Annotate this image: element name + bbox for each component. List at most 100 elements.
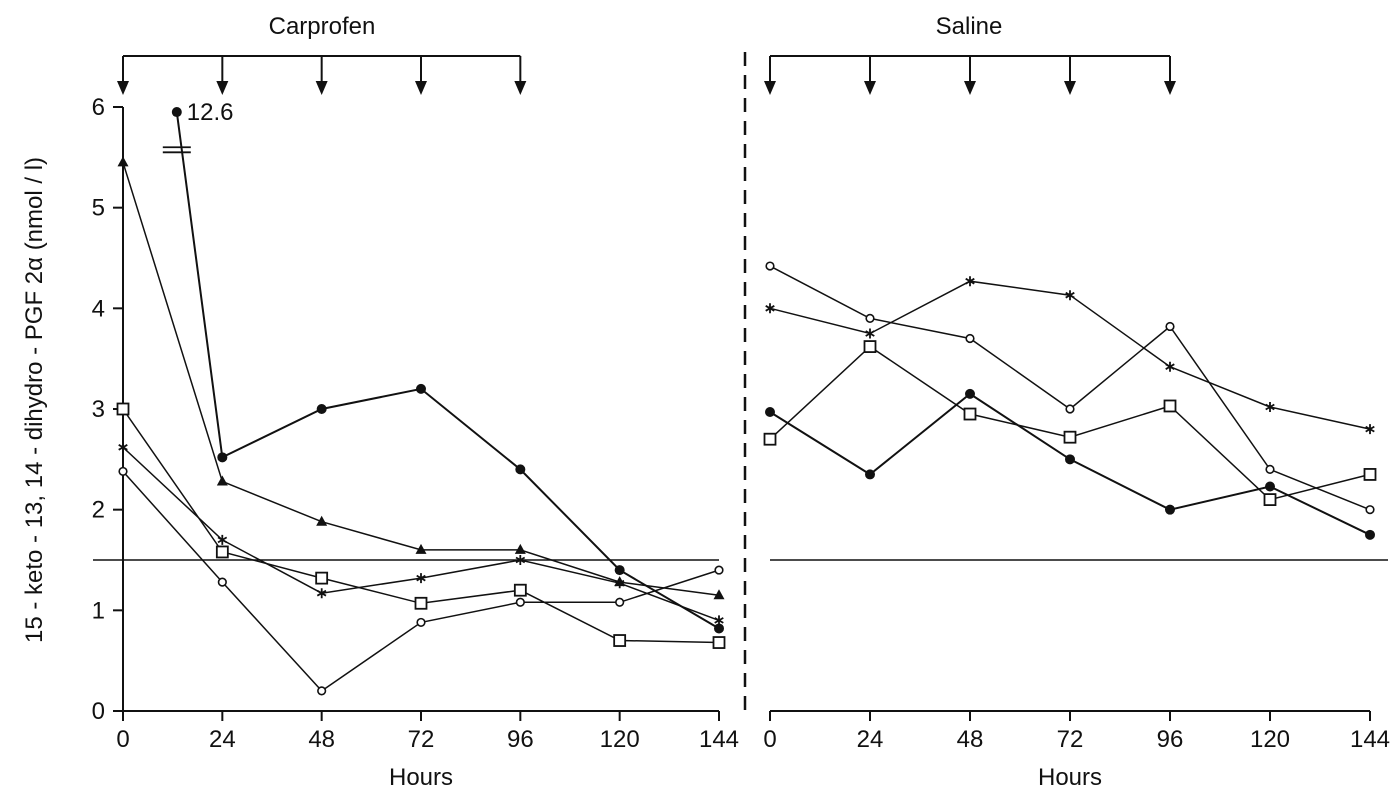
data-point-asterisk bbox=[1065, 290, 1075, 301]
data-point-open-square bbox=[863, 340, 877, 353]
data-point-asterisk bbox=[965, 276, 975, 287]
data-point-asterisk bbox=[865, 328, 875, 339]
data-point-asterisk bbox=[1265, 402, 1275, 412]
series-line-open-square bbox=[769, 345, 1371, 501]
data-point-open-circle bbox=[1265, 464, 1275, 475]
data-point-open-circle bbox=[1165, 321, 1175, 332]
data-point-open-square bbox=[1363, 468, 1377, 481]
chart-panel-0: Carprofen 0 24 48 72 96 120 144 Hours 0 1 2 3 4 5 6 12.6 bbox=[92, 13, 739, 791]
data-point-filled-circle bbox=[765, 407, 775, 418]
x-tick-label: 120 bbox=[600, 726, 640, 753]
x-tick-label: 72 bbox=[1057, 726, 1084, 753]
data-point-filled-triangle bbox=[713, 589, 725, 600]
dosing-arrow-head bbox=[315, 81, 328, 95]
dosing-arrow-head bbox=[216, 81, 229, 95]
data-point-filled-circle bbox=[1265, 481, 1275, 492]
data-point-open-circle bbox=[714, 565, 724, 575]
series-line-filled-circle bbox=[175, 111, 720, 630]
data-point-filled-circle bbox=[316, 404, 327, 414]
series-line-asterisk bbox=[122, 446, 720, 622]
y-axis-label: 15 - keto - 13, 14 - dihydro - PGF 2α (n… bbox=[21, 157, 48, 643]
data-point-asterisk bbox=[1365, 424, 1375, 435]
data-point-filled-triangle bbox=[216, 475, 228, 486]
dosing-arrow-head bbox=[1064, 81, 1076, 95]
y-tick-label: 4 bbox=[92, 295, 105, 322]
dosing-arrow-head bbox=[415, 81, 427, 95]
data-point-open-square bbox=[414, 596, 428, 610]
x-tick-label: 24 bbox=[857, 726, 884, 753]
x-tick-label: 144 bbox=[699, 726, 739, 753]
data-point-open-circle bbox=[1065, 404, 1075, 414]
x-tick-label: 24 bbox=[209, 726, 236, 753]
dosing-arrow-head bbox=[964, 81, 976, 95]
data-point-filled-circle bbox=[1165, 504, 1175, 515]
dosing-arrow-head bbox=[764, 81, 776, 95]
data-point-filled-circle bbox=[416, 383, 426, 394]
x-tick-label: 144 bbox=[1350, 726, 1390, 753]
chart-panel-1: Saline 0 24 48 72 96 120 144 Hours bbox=[763, 13, 1390, 791]
y-tick-label: 3 bbox=[92, 396, 105, 423]
data-point-asterisk bbox=[714, 615, 724, 626]
y-tick-label: 2 bbox=[92, 497, 105, 524]
data-point-open-square bbox=[513, 583, 527, 597]
data-point-open-square bbox=[712, 636, 726, 649]
dosing-arrow-head bbox=[117, 81, 129, 95]
y-tick-label: 0 bbox=[92, 698, 105, 725]
x-tick-label: 0 bbox=[763, 726, 776, 753]
data-point-open-square bbox=[315, 571, 329, 585]
x-axis-title: Hours bbox=[1038, 764, 1102, 791]
x-tick-label: 72 bbox=[408, 726, 435, 753]
data-point-filled-circle bbox=[614, 565, 625, 576]
data-point-filled-circle bbox=[965, 388, 975, 399]
data-point-filled-circle bbox=[171, 107, 182, 118]
x-tick-label: 0 bbox=[116, 726, 129, 753]
data-point-open-circle bbox=[515, 597, 525, 607]
data-point-asterisk bbox=[765, 303, 775, 314]
data-point-open-square bbox=[116, 402, 130, 416]
data-point-asterisk bbox=[217, 534, 228, 545]
dosing-arrow-head bbox=[864, 81, 876, 95]
data-point-filled-triangle bbox=[316, 515, 328, 526]
series-line-filled-circle bbox=[769, 392, 1371, 536]
data-point-asterisk bbox=[316, 588, 327, 599]
y-tick-label: 5 bbox=[92, 195, 105, 222]
y-tick-label: 6 bbox=[92, 94, 105, 121]
x-tick-label: 48 bbox=[957, 726, 984, 753]
data-point-filled-triangle bbox=[514, 543, 526, 554]
data-point-open-circle bbox=[615, 597, 625, 607]
annotation-label: 12.6 bbox=[187, 99, 234, 126]
data-point-open-circle bbox=[317, 686, 327, 696]
data-point-filled-circle bbox=[515, 464, 526, 475]
data-point-open-circle bbox=[965, 333, 975, 344]
data-point-open-square bbox=[763, 432, 777, 446]
data-point-open-square bbox=[1263, 493, 1277, 507]
data-point-open-circle bbox=[217, 577, 227, 587]
data-point-open-square bbox=[1163, 399, 1177, 413]
y-tick-label: 1 bbox=[92, 597, 105, 624]
x-tick-label: 96 bbox=[507, 726, 534, 753]
data-point-open-square bbox=[1063, 430, 1077, 444]
data-point-asterisk bbox=[515, 555, 526, 565]
data-point-open-circle bbox=[1365, 505, 1375, 515]
data-point-filled-circle bbox=[865, 469, 875, 480]
chart-panels: Carprofen 0 24 48 72 96 120 144 Hours 0 1 2 3 4 5 6 12.6… bbox=[92, 13, 1390, 791]
data-point-filled-triangle bbox=[117, 156, 129, 167]
data-point-filled-circle bbox=[714, 623, 724, 634]
data-point-open-circle bbox=[118, 466, 128, 477]
data-point-open-square bbox=[215, 545, 229, 559]
dosing-arrow-head bbox=[514, 81, 527, 95]
data-point-filled-circle bbox=[1065, 454, 1075, 465]
x-tick-label: 120 bbox=[1250, 726, 1290, 753]
series-line-open-circle bbox=[769, 265, 1371, 511]
panel-title: Carprofen bbox=[269, 13, 376, 40]
data-point-open-square bbox=[963, 407, 977, 421]
data-point-asterisk bbox=[118, 442, 128, 453]
data-point-asterisk bbox=[416, 573, 426, 584]
data-point-asterisk bbox=[614, 578, 625, 589]
panel-title: Saline bbox=[936, 13, 1003, 40]
data-point-filled-circle bbox=[1365, 529, 1375, 540]
data-point-open-circle bbox=[765, 261, 775, 271]
data-point-open-circle bbox=[865, 313, 875, 324]
